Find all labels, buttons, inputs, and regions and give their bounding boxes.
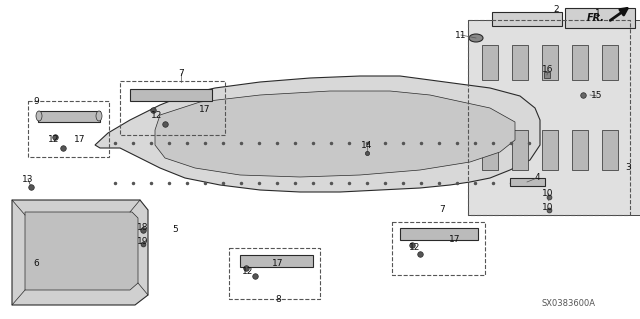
Text: 1: 1: [595, 10, 601, 19]
Ellipse shape: [469, 34, 483, 42]
Text: 12: 12: [410, 243, 420, 253]
Bar: [120, 81, 225, 135]
Text: 18: 18: [137, 222, 148, 232]
Text: 7: 7: [439, 205, 445, 214]
Polygon shape: [565, 8, 635, 28]
Polygon shape: [12, 200, 148, 305]
Polygon shape: [602, 45, 618, 80]
Polygon shape: [240, 255, 313, 267]
Text: 12: 12: [243, 266, 253, 276]
Text: 4: 4: [534, 174, 540, 182]
Text: 14: 14: [362, 142, 372, 151]
Text: 6: 6: [33, 259, 39, 269]
Polygon shape: [400, 228, 478, 240]
Polygon shape: [155, 91, 515, 177]
Text: 2: 2: [553, 5, 559, 14]
Polygon shape: [130, 89, 212, 101]
Polygon shape: [468, 20, 640, 215]
Ellipse shape: [36, 111, 42, 121]
Text: 10: 10: [542, 203, 554, 211]
Polygon shape: [572, 130, 588, 170]
Text: 17: 17: [74, 135, 86, 144]
Polygon shape: [38, 111, 100, 122]
Text: 3: 3: [625, 164, 631, 173]
Bar: [392, 222, 485, 275]
Text: 17: 17: [272, 258, 284, 268]
Bar: [28, 101, 109, 157]
Polygon shape: [510, 178, 545, 186]
Text: 5: 5: [172, 226, 178, 234]
Text: 11: 11: [455, 31, 467, 40]
Polygon shape: [95, 76, 540, 192]
Polygon shape: [512, 45, 528, 80]
Text: 17: 17: [199, 106, 211, 115]
Polygon shape: [512, 130, 528, 170]
Polygon shape: [482, 45, 498, 80]
Text: 16: 16: [542, 65, 554, 75]
Text: 10: 10: [542, 189, 554, 197]
Text: 13: 13: [22, 174, 34, 183]
Text: 9: 9: [33, 98, 39, 107]
Bar: [229, 248, 320, 299]
Text: 8: 8: [275, 294, 281, 303]
Text: 12: 12: [48, 136, 60, 145]
Polygon shape: [492, 12, 562, 26]
Text: FR.: FR.: [587, 13, 605, 23]
Polygon shape: [482, 130, 498, 170]
Text: 12: 12: [151, 110, 163, 120]
Text: 7: 7: [178, 69, 184, 78]
Text: 19: 19: [137, 238, 148, 247]
Polygon shape: [602, 130, 618, 170]
Polygon shape: [542, 45, 558, 80]
Polygon shape: [25, 212, 138, 290]
Ellipse shape: [96, 111, 102, 121]
Text: 17: 17: [449, 235, 461, 244]
Text: 15: 15: [591, 92, 603, 100]
Text: SX0383600A: SX0383600A: [541, 299, 595, 308]
Polygon shape: [572, 45, 588, 80]
Polygon shape: [542, 130, 558, 170]
Bar: [468, 20, 630, 215]
